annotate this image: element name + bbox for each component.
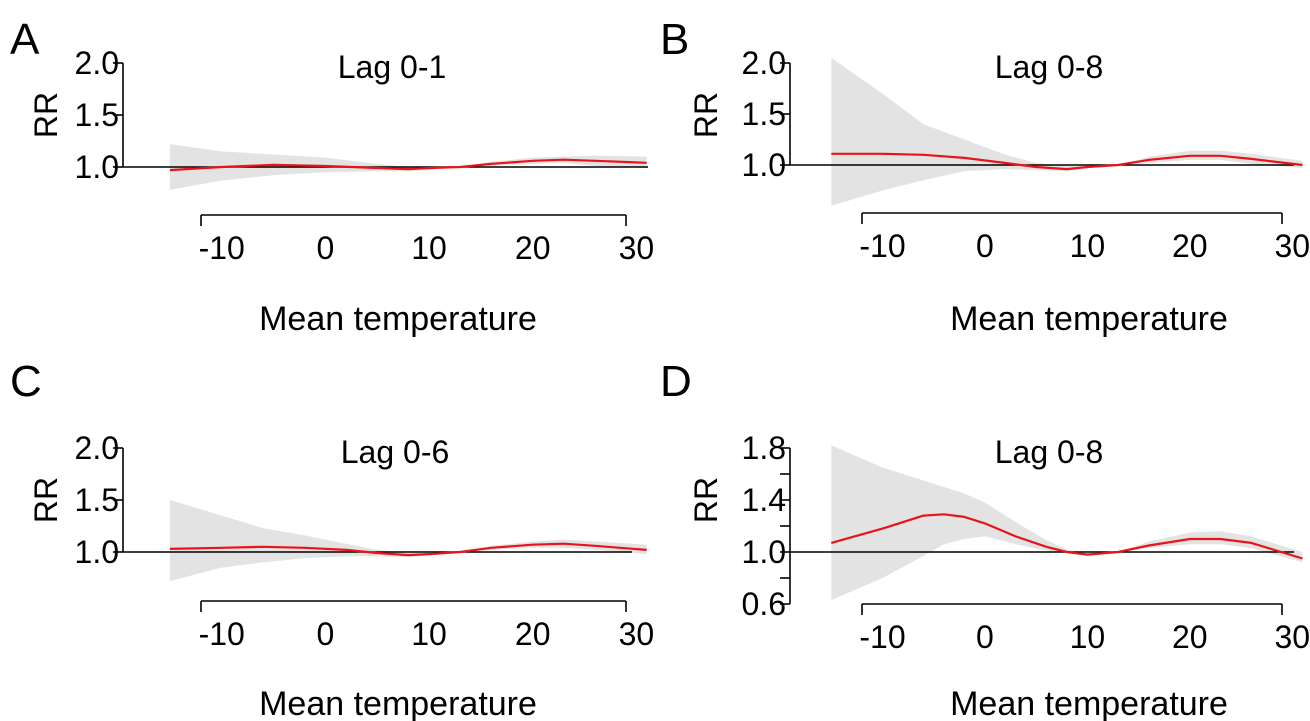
panel-c: 1.0 1.5 2.0 RR -10 0 10 20 30 Mean temperature Lag… <box>10 357 654 721</box>
y-tick-label: 1.5 <box>75 97 119 133</box>
x-tick-label: 10 <box>411 230 447 266</box>
rr-curve <box>831 513 1303 560</box>
x-tick-label: 30 <box>1274 228 1310 264</box>
y-axis-label: RR <box>688 477 724 523</box>
x-tick-label: 10 <box>1070 228 1106 264</box>
confidence-band <box>169 500 647 582</box>
x-tick-label: 20 <box>515 616 551 652</box>
panel-title: Lag 0-8 <box>995 434 1104 470</box>
y-tick-label: 1.0 <box>75 149 119 185</box>
confidence-band <box>831 57 1303 206</box>
x-tick-label: 0 <box>976 619 994 655</box>
x-tick-label: -10 <box>859 619 905 655</box>
x-tick-label: -10 <box>859 228 905 264</box>
panel-letter: D <box>660 357 692 406</box>
confidence-band <box>831 445 1303 601</box>
x-tick-label: 0 <box>316 230 334 266</box>
y-tick-label: 1.0 <box>742 147 786 183</box>
x-tick-label: 20 <box>1172 228 1208 264</box>
y-tick-label: 1.4 <box>742 482 786 518</box>
y-tick-label: 1.0 <box>75 534 119 570</box>
x-tick-label: 0 <box>976 228 994 264</box>
x-tick-label: 20 <box>1172 619 1208 655</box>
y-axis-label: RR <box>28 477 64 523</box>
x-tick-label: 30 <box>1274 619 1310 655</box>
panel-letter: C <box>10 357 42 406</box>
x-tick-label: 20 <box>515 230 551 266</box>
y-tick-label: 1.5 <box>75 482 119 518</box>
y-axis-label: RR <box>688 92 724 138</box>
y-axis-label: RR <box>28 92 64 138</box>
x-axis-label: Mean temperature <box>950 300 1228 338</box>
y-tick-label: 2.0 <box>742 45 786 81</box>
y-tick-label: 1.8 <box>742 430 786 466</box>
y-tick-label: 0.6 <box>742 586 786 622</box>
panel-a: 1.0 1.5 2.0 RR -10 0 10 20 30 Mean temperature Lag… <box>10 15 654 338</box>
x-tick-label: 0 <box>316 616 334 652</box>
x-tick-label: 30 <box>619 616 655 652</box>
panel-b: 1.0 1.5 2.0 RR -10 0 10 20 30 Mean temperature Lag… <box>660 15 1310 338</box>
x-axis-label: Mean temperature <box>259 300 537 338</box>
panel-d: 0.6 1.0 1.4 1.8 RR -10 0 10 20 30 Mean temperature… <box>660 357 1310 721</box>
panel-title: Lag 0-6 <box>341 434 450 470</box>
x-tick-label: 30 <box>619 230 655 266</box>
x-axis-label: Mean temperature <box>259 685 537 721</box>
rr-curve <box>169 158 647 172</box>
y-tick-label: 2.0 <box>75 430 119 466</box>
y-tick-label: 2.0 <box>75 45 119 81</box>
rr-curve <box>831 152 1303 171</box>
panel-title: Lag 0-1 <box>338 49 447 85</box>
y-tick-label: 1.0 <box>742 534 786 570</box>
x-tick-label: 10 <box>1070 619 1106 655</box>
x-tick-label: -10 <box>199 230 245 266</box>
rr-curve <box>169 542 647 557</box>
x-axis-label: Mean temperature <box>950 685 1228 721</box>
x-tick-label: 10 <box>411 616 447 652</box>
x-tick-label: -10 <box>199 616 245 652</box>
panel-letter: A <box>10 15 40 64</box>
panel-letter: B <box>660 15 689 64</box>
y-tick-label: 1.5 <box>742 96 786 132</box>
panel-title: Lag 0-8 <box>995 49 1104 85</box>
